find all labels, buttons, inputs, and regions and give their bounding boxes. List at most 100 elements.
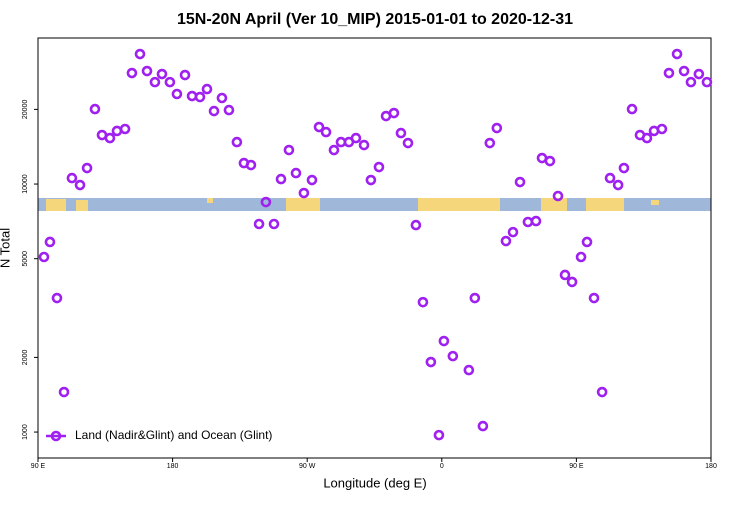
point	[149, 76, 161, 88]
point	[268, 218, 280, 230]
x-tick-label: 180	[167, 463, 179, 470]
point	[260, 196, 272, 208]
point	[51, 292, 63, 304]
y-axis-label: N Total	[0, 228, 12, 268]
point	[58, 386, 70, 398]
point	[469, 292, 481, 304]
point	[283, 144, 295, 156]
x-tick-label: 90 E	[569, 463, 584, 470]
chart-title: 15N-20N April (Ver 10_MIP) 2015-01-01 to…	[177, 11, 573, 28]
point	[685, 76, 697, 88]
point	[566, 276, 578, 288]
point	[216, 92, 228, 104]
point	[656, 123, 668, 135]
land-patch	[651, 200, 659, 205]
point	[201, 83, 213, 95]
map-strip	[38, 198, 711, 211]
point	[559, 269, 571, 281]
land-patch	[76, 200, 88, 211]
land-patch	[286, 198, 320, 211]
point	[552, 190, 564, 202]
point	[507, 226, 519, 238]
x-tick-label: 180	[705, 463, 717, 470]
point	[612, 179, 624, 191]
point	[194, 91, 206, 103]
point	[164, 76, 176, 88]
point	[275, 173, 287, 185]
point	[626, 103, 638, 115]
legend-marker	[50, 430, 62, 442]
point	[641, 132, 653, 144]
point	[253, 218, 265, 230]
point	[581, 236, 593, 248]
point	[313, 121, 325, 133]
point	[74, 179, 86, 191]
point	[388, 107, 400, 119]
point	[463, 364, 475, 376]
point	[156, 68, 168, 80]
point	[38, 251, 50, 263]
x-tick-label: 90 W	[299, 463, 316, 470]
point	[447, 350, 459, 362]
point	[365, 174, 377, 186]
x-tick-label: 90 E	[31, 463, 46, 470]
point	[671, 48, 683, 60]
point	[417, 296, 429, 308]
point	[320, 126, 332, 138]
point	[575, 251, 587, 263]
point	[44, 236, 56, 248]
point	[433, 429, 445, 441]
y-tick-label: 2000	[22, 350, 29, 366]
plot-frame	[37, 37, 712, 459]
point	[223, 104, 235, 116]
point	[596, 386, 608, 398]
point	[395, 127, 407, 139]
point	[81, 162, 93, 174]
point	[604, 172, 616, 184]
y-tick-label: 1000	[22, 424, 29, 440]
point	[701, 76, 713, 88]
point	[290, 167, 302, 179]
point	[410, 219, 422, 231]
point	[119, 123, 131, 135]
point	[693, 68, 705, 80]
point	[298, 187, 310, 199]
land-patch	[207, 198, 213, 203]
land-patch	[586, 198, 624, 211]
point	[588, 292, 600, 304]
point	[231, 136, 243, 148]
point	[104, 132, 116, 144]
land-patch	[46, 199, 66, 211]
point	[350, 132, 362, 144]
point	[514, 176, 526, 188]
point	[126, 67, 138, 79]
point	[530, 215, 542, 227]
point	[171, 88, 183, 100]
point	[89, 103, 101, 115]
point	[373, 161, 385, 173]
point	[358, 139, 370, 151]
point	[618, 162, 630, 174]
point	[484, 137, 496, 149]
x-axis-label: Longitude (deg E)	[323, 475, 426, 490]
point	[438, 335, 450, 347]
point	[477, 420, 489, 432]
point	[425, 356, 437, 368]
land-patch	[541, 198, 567, 211]
y-tick-label: 5000	[22, 251, 29, 267]
point	[141, 65, 153, 77]
point	[500, 235, 512, 247]
point	[678, 65, 690, 77]
point	[663, 67, 675, 79]
point	[328, 144, 340, 156]
point	[491, 122, 503, 134]
point	[208, 105, 220, 117]
point	[66, 172, 78, 184]
x-tick-label: 0	[440, 463, 444, 470]
land-patch	[418, 198, 500, 211]
point	[402, 137, 414, 149]
point	[179, 69, 191, 81]
legend-label: Land (Nadir&Glint) and Ocean (Glint)	[75, 428, 272, 442]
